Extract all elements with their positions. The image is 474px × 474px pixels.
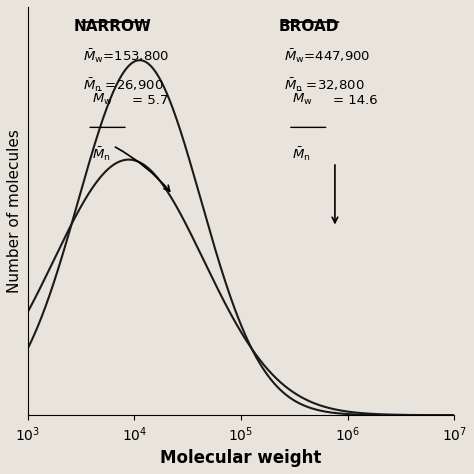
Text: $\bar{M}_\mathrm{n}$: $\bar{M}_\mathrm{n}$ <box>91 146 110 164</box>
Text: $\bar{M}_\mathrm{w}$: $\bar{M}_\mathrm{w}$ <box>292 89 313 107</box>
Text: NARROW: NARROW <box>74 19 152 34</box>
Y-axis label: Number of molecules: Number of molecules <box>7 129 22 293</box>
Text: BROAD: BROAD <box>279 19 339 34</box>
Text: $\bar{M}_\mathrm{n}$: $\bar{M}_\mathrm{n}$ <box>292 146 311 164</box>
Text: $\bar{M}_\mathrm{w}$: $\bar{M}_\mathrm{w}$ <box>91 89 112 107</box>
Text: = 14.6: = 14.6 <box>333 94 377 107</box>
Text: = 5.7: = 5.7 <box>132 94 168 107</box>
Text: $\bar{M}_\mathrm{w}$=153,800: $\bar{M}_\mathrm{w}$=153,800 <box>83 48 170 65</box>
X-axis label: Molecular weight: Molecular weight <box>160 449 322 467</box>
Text: $\bar{M}_\mathrm{n}$ =26,900: $\bar{M}_\mathrm{n}$ =26,900 <box>83 76 164 94</box>
Text: $\bar{M}_\mathrm{w}$=447,900: $\bar{M}_\mathrm{w}$=447,900 <box>283 48 370 65</box>
Text: $\bar{M}_\mathrm{n}$ =32,800: $\bar{M}_\mathrm{n}$ =32,800 <box>283 76 364 94</box>
